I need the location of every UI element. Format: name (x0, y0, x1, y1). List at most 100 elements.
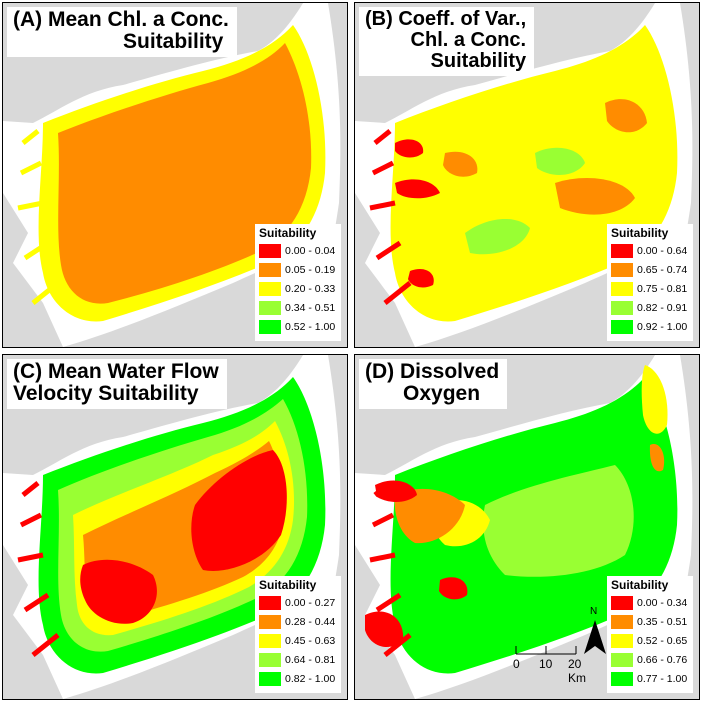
legend-label: 0.52 - 0.65 (637, 635, 688, 647)
legend-item: 0.34 - 0.51 (259, 300, 337, 316)
legend: Suitability 0.00 - 0.34 0.35 - 0.51 0.52… (607, 576, 693, 693)
patch-red (395, 139, 424, 158)
legend-label: 0.82 - 0.91 (637, 302, 688, 314)
legend-label: 0.66 - 0.76 (637, 654, 688, 666)
north-label: N (590, 606, 598, 617)
patch-red (395, 179, 440, 199)
river-channels (369, 129, 412, 305)
patch-green (535, 147, 585, 175)
legend-swatch (259, 615, 281, 629)
legend-label: 0.92 - 1.00 (637, 321, 688, 333)
patch-red (365, 611, 404, 648)
legend-swatch (259, 634, 281, 648)
legend-swatch (611, 320, 633, 334)
legend-swatch (611, 634, 633, 648)
legend-label: 0.34 - 0.51 (285, 302, 336, 314)
scale-tick-label: 10 (539, 657, 553, 671)
legend-label: 0.45 - 0.63 (285, 635, 336, 647)
legend-item: 0.05 - 0.19 (259, 262, 337, 278)
sound-orange-core (58, 43, 312, 304)
legend-item: 0.92 - 1.00 (611, 319, 689, 335)
title-line: Velocity Suitability (13, 382, 199, 406)
legend: Suitability 0.00 - 0.04 0.05 - 0.19 0.20… (255, 224, 341, 341)
land-mainland-lower (355, 193, 415, 347)
legend-title: Suitability (259, 578, 317, 592)
legend-label: 0.00 - 0.27 (285, 597, 336, 609)
legend-swatch (259, 244, 281, 258)
patch-green (465, 218, 530, 255)
legend-swatch (611, 244, 633, 258)
legend-label: 0.00 - 0.34 (637, 597, 688, 609)
north-arrow: N (582, 606, 608, 662)
legend-swatch (259, 301, 281, 315)
legend-item: 0.35 - 0.51 (611, 614, 689, 630)
legend-title: Suitability (611, 578, 669, 592)
map-panel-a: (A) Mean Chl. a Conc. Suitability Suitab… (2, 2, 348, 348)
title-line: (B) Coeff. of Var., (365, 8, 527, 30)
legend-item: 0.52 - 1.00 (259, 319, 337, 335)
scale-tick-label: 0 (513, 657, 520, 671)
legend-item: 0.65 - 0.74 (611, 262, 689, 278)
legend-title: Suitability (611, 226, 669, 240)
legend-item: 0.00 - 0.27 (259, 595, 337, 611)
map-panel-c: (C) Mean Water Flow Velocity Suitability… (2, 354, 348, 700)
title-line: (A) Mean Chl. a Conc. (13, 8, 229, 31)
legend-swatch (611, 263, 633, 277)
patch-orange (605, 99, 647, 133)
panel-title: (C) Mean Water Flow Velocity Suitability (7, 359, 227, 410)
legend-label: 0.35 - 0.51 (637, 616, 688, 628)
legend-swatch (259, 672, 281, 686)
legend-swatch (259, 282, 281, 296)
legend-label: 0.00 - 0.64 (637, 245, 688, 257)
legend-label: 0.82 - 1.00 (285, 673, 336, 685)
core-red-northeast (191, 450, 287, 571)
river-channels (17, 129, 60, 305)
legend-item: 0.00 - 0.34 (611, 595, 689, 611)
legend-label: 0.05 - 0.19 (285, 264, 336, 276)
legend-item: 0.45 - 0.63 (259, 633, 337, 649)
land-mainland-lower (3, 545, 63, 699)
river-channels (369, 481, 412, 657)
legend: Suitability 0.00 - 0.27 0.28 - 0.44 0.45… (255, 576, 341, 693)
legend-swatch (611, 653, 633, 667)
core-red-southwest (80, 559, 157, 624)
scale-bar: 0 10 20 Km (510, 640, 586, 685)
patch-red (439, 577, 468, 600)
legend-item: 0.20 - 0.33 (259, 281, 337, 297)
panel-title: (B) Coeff. of Var., Chl. a Conc. Suitabi… (359, 7, 535, 76)
legend-swatch (611, 301, 633, 315)
legend-item: 0.77 - 1.00 (611, 671, 689, 687)
panel-title: (D) Dissolved Oxygen (359, 359, 508, 410)
legend-label: 0.77 - 1.00 (637, 673, 688, 685)
patch-orange (555, 178, 635, 215)
legend-label: 0.28 - 0.44 (285, 616, 336, 628)
patch-yellow (641, 365, 668, 434)
legend-swatch (611, 282, 633, 296)
legend-item: 0.28 - 0.44 (259, 614, 337, 630)
title-line: (C) Mean Water Flow (13, 360, 219, 383)
panel-title: (A) Mean Chl. a Conc. Suitability (7, 7, 237, 58)
legend-label: 0.00 - 0.04 (285, 245, 336, 257)
legend-swatch (259, 653, 281, 667)
map-panel-b: (B) Coeff. of Var., Chl. a Conc. Suitabi… (354, 2, 700, 348)
scale-tick-label: 20 Km (568, 657, 586, 685)
north-arrow-icon (584, 620, 606, 654)
legend-label: 0.52 - 1.00 (285, 321, 336, 333)
land-mainland-lower (3, 193, 63, 347)
legend-title: Suitability (259, 226, 317, 240)
legend-item: 0.82 - 1.00 (259, 671, 337, 687)
legend-swatch (259, 320, 281, 334)
legend-item: 0.82 - 0.91 (611, 300, 689, 316)
legend-item: 0.66 - 0.76 (611, 652, 689, 668)
title-line: Chl. a Conc. (410, 29, 527, 51)
patch-orange (394, 488, 465, 544)
legend-swatch (611, 672, 633, 686)
legend: Suitability 0.00 - 0.64 0.65 - 0.74 0.75… (607, 224, 693, 341)
title-line: Oxygen (403, 382, 481, 406)
legend-item: 0.00 - 0.64 (611, 243, 689, 259)
patch-light-green (483, 465, 634, 577)
patch-red (408, 268, 434, 288)
map-panel-d: (D) Dissolved Oxygen Suitability 0.00 - … (354, 354, 700, 700)
legend-swatch (259, 263, 281, 277)
patch-orange (443, 151, 478, 177)
